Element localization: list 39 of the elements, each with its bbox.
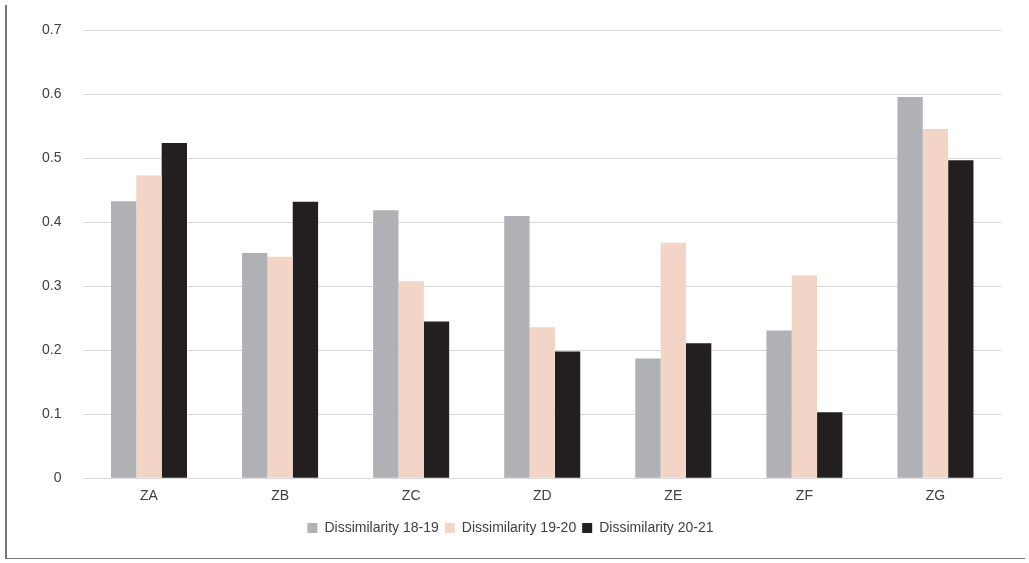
bar bbox=[897, 96, 923, 478]
legend-label: Dissimilarity 19-20 bbox=[461, 518, 577, 535]
bar bbox=[948, 160, 974, 478]
y-tick-label: 0.4 bbox=[41, 213, 62, 230]
bar bbox=[922, 128, 949, 478]
y-tick-label: 0.7 bbox=[41, 21, 62, 38]
x-tick-label: ZC bbox=[401, 487, 421, 504]
y-tick-label: 0.5 bbox=[41, 149, 62, 166]
legend-label: Dissimilarity 18-19 bbox=[324, 518, 440, 535]
bar bbox=[766, 330, 792, 478]
x-tick-label: ZG bbox=[925, 487, 946, 504]
x-tick-label: ZA bbox=[140, 487, 159, 504]
bar bbox=[110, 201, 137, 478]
y-tick-label: 0.3 bbox=[41, 277, 62, 294]
bar bbox=[161, 142, 188, 478]
bar bbox=[267, 256, 293, 478]
bar bbox=[423, 321, 450, 478]
bar bbox=[554, 351, 581, 478]
x-tick-label: ZB bbox=[271, 487, 290, 504]
bar bbox=[817, 412, 843, 478]
x-tick-label: ZE bbox=[664, 487, 683, 504]
legend-label: Dissimilarity 20-21 bbox=[599, 518, 714, 535]
bar bbox=[504, 215, 530, 478]
bar bbox=[292, 201, 319, 478]
bar bbox=[660, 242, 686, 478]
x-tick-label: ZD bbox=[532, 487, 552, 504]
bar bbox=[373, 210, 399, 478]
bar bbox=[529, 327, 555, 478]
y-tick-label: 0.6 bbox=[41, 85, 62, 102]
y-tick-label: 0.1 bbox=[41, 405, 62, 422]
bar bbox=[136, 175, 162, 478]
bar bbox=[685, 343, 712, 478]
bar bbox=[635, 358, 661, 478]
bar bbox=[242, 253, 268, 478]
y-tick-label: 0.2 bbox=[41, 341, 62, 358]
y-tick-label: 0 bbox=[53, 469, 62, 486]
bar bbox=[398, 281, 424, 478]
bar bbox=[791, 275, 818, 478]
x-tick-label: ZF bbox=[795, 487, 813, 504]
